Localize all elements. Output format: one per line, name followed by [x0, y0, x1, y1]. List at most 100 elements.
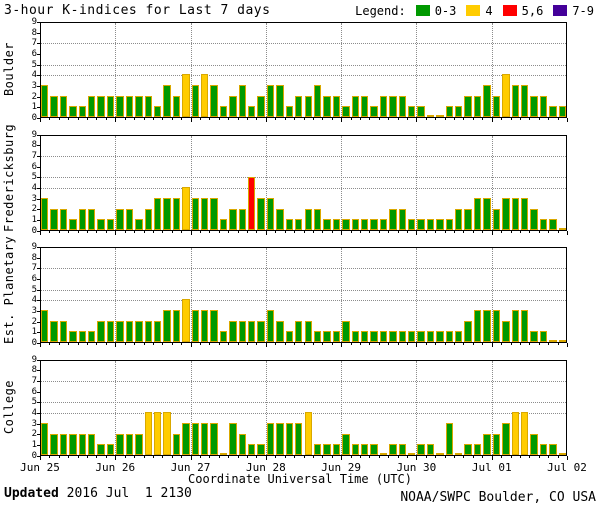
y-tick-mark — [37, 118, 40, 119]
x-tick-3h — [77, 343, 79, 345]
x-tick-day — [416, 343, 418, 347]
gridline-day — [190, 135, 192, 230]
x-tick-3h — [124, 455, 126, 458]
x-tick-day — [40, 343, 41, 347]
x-tick-day — [567, 455, 568, 460]
k-index-bar — [313, 331, 322, 342]
k-index-bar — [163, 310, 171, 342]
k-index-bar-zero — [558, 452, 566, 455]
k-index-bar — [492, 310, 501, 342]
x-tick-3h — [303, 343, 305, 345]
k-index-bar — [379, 331, 388, 342]
x-tick-day — [40, 230, 41, 235]
x-tick-3h — [444, 455, 446, 458]
x-tick-3h — [181, 343, 183, 345]
panel-label-college: College — [2, 379, 16, 434]
x-tick-3h — [407, 455, 409, 458]
x-tick-3h — [256, 118, 258, 120]
x-tick-3h — [303, 230, 305, 233]
x-tick-3h — [49, 455, 51, 458]
k-index-bar — [97, 321, 105, 342]
y-tick-label: 2 — [31, 316, 37, 327]
x-tick-3h — [397, 455, 399, 458]
k-index-bar — [295, 321, 303, 342]
x-tick-3h — [247, 343, 249, 345]
x-tick-3h — [284, 455, 286, 458]
k-index-bar — [426, 218, 435, 230]
gridline-day — [416, 23, 418, 117]
k-index-bar — [313, 85, 322, 117]
x-tick-3h — [548, 118, 550, 120]
k-index-bar — [88, 331, 96, 342]
legend: Legend: 0-3 4 5,6 7-9 — [355, 4, 594, 18]
x-tick-3h — [312, 455, 314, 458]
k-index-bar — [436, 218, 444, 230]
y-tick-mark — [37, 434, 40, 436]
y-tick-mark — [37, 455, 40, 457]
k-index-bar — [238, 208, 247, 230]
k-index-bar — [530, 208, 538, 230]
updated-label: Updated — [4, 486, 59, 501]
k-index-bar — [229, 208, 237, 230]
y-tick-label: 7 — [31, 263, 37, 274]
x-tick-3h — [209, 343, 211, 345]
k-index-bar — [530, 331, 538, 342]
k-index-bar-zero — [408, 452, 416, 455]
k-index-bar-zero — [558, 227, 566, 230]
k-index-bar — [473, 96, 482, 117]
k-index-bar — [426, 443, 435, 455]
gridline-k4 — [41, 75, 566, 77]
x-tick-3h — [87, 118, 89, 120]
x-tick-3h — [162, 118, 164, 120]
k-index-bar — [295, 96, 303, 117]
x-tick-3h — [425, 455, 427, 458]
legend-item-0-3: 0-3 — [415, 4, 456, 18]
x-tick-3h — [331, 455, 333, 458]
y-tick-label: 1 — [31, 102, 37, 113]
x-tick-label: Jul 02 — [547, 461, 587, 474]
x-tick-3h — [87, 230, 89, 233]
k-index-bar — [182, 299, 190, 342]
gridline-day — [491, 248, 493, 342]
y-tick-mark — [37, 423, 40, 425]
x-tick-day — [341, 343, 343, 347]
k-index-bar — [182, 186, 190, 230]
k-index-bar — [511, 411, 519, 455]
x-tick-3h — [143, 230, 145, 233]
k-index-bar — [313, 443, 322, 455]
y-tick-label: 9 — [31, 129, 37, 140]
x-tick-3h — [152, 230, 154, 233]
k-index-bar — [78, 331, 87, 342]
y-tick-label: 7 — [31, 150, 37, 161]
gridline-day — [115, 135, 117, 230]
k-index-bar-zero — [436, 452, 444, 455]
x-tick-3h — [378, 118, 380, 120]
y-tick-mark — [37, 321, 40, 323]
k-index-bar — [125, 208, 134, 230]
x-tick-3h — [529, 230, 531, 233]
k-index-bar — [172, 96, 181, 117]
x-tick-3h — [388, 455, 390, 458]
x-tick-3h — [444, 230, 446, 233]
x-tick-day — [416, 118, 418, 122]
x-tick-3h — [519, 343, 521, 345]
gridline-day — [115, 248, 117, 342]
gridline-day — [341, 360, 343, 455]
x-tick-3h — [87, 343, 89, 345]
x-tick-3h — [218, 455, 220, 458]
k-index-bar — [182, 74, 190, 117]
k-index-bar — [360, 96, 369, 117]
x-tick-3h — [407, 343, 409, 345]
k-index-bar — [323, 443, 331, 455]
k-index-bar — [248, 443, 256, 455]
y-tick-mark — [37, 155, 40, 157]
k-index-bar — [276, 208, 284, 230]
k-index-bar — [342, 321, 350, 342]
k-index-bar — [200, 422, 209, 455]
y-tick-mark — [37, 300, 40, 302]
k-index-bar — [78, 106, 87, 117]
k-index-bar — [417, 218, 425, 230]
x-tick-3h — [134, 343, 136, 345]
x-tick-3h — [96, 230, 98, 233]
